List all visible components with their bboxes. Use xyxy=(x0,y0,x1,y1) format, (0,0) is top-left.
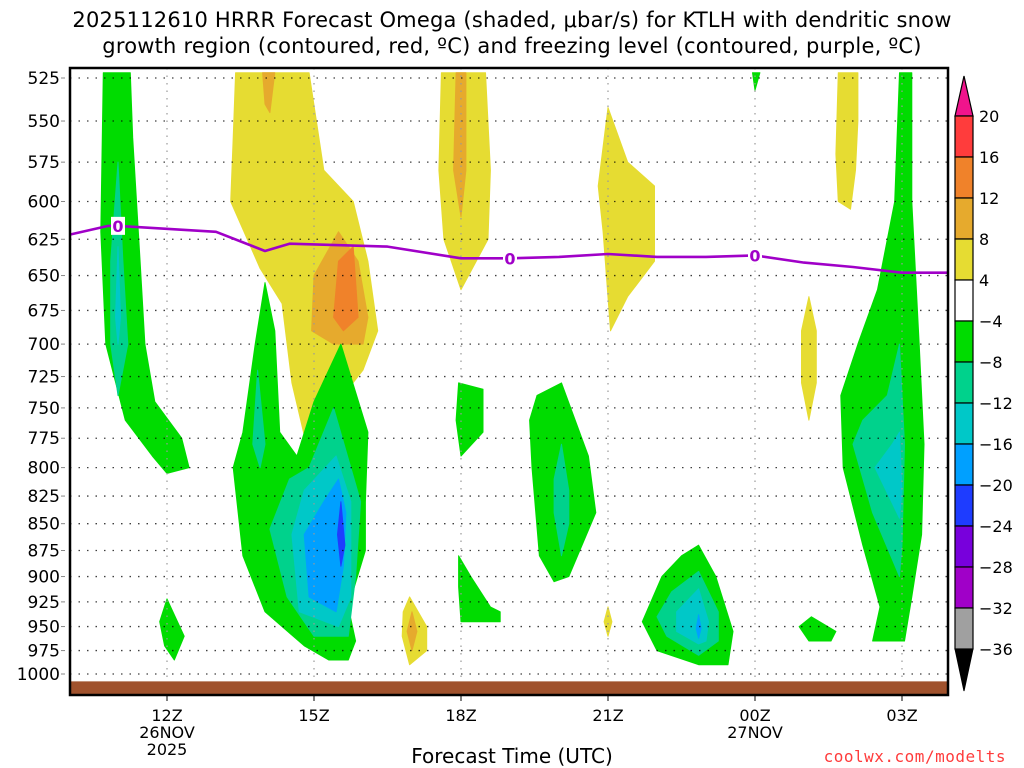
x-tick-label: 26NOV xyxy=(139,723,195,742)
y-tick-label: 575 xyxy=(28,153,60,173)
colorbar-segment xyxy=(954,156,974,199)
colorbar: 20 16 12 8 4 −4 −8 −12 −16 −20 −24 −28 −32 −36 xyxy=(954,75,1013,692)
y-tick-label: 1000 xyxy=(17,665,60,685)
colorbar-segment xyxy=(954,402,974,445)
colorbar-tick-label: 8 xyxy=(979,230,989,249)
x-tick-label: 18Z xyxy=(445,706,476,725)
colorbar-tick-label: −16 xyxy=(979,435,1013,454)
colorbar-tick-label: −8 xyxy=(979,353,1003,372)
freezing-level-label: 0 xyxy=(504,249,515,268)
y-tick-label: 625 xyxy=(28,230,60,250)
y-tick-label: 725 xyxy=(28,368,60,388)
colorbar-segment xyxy=(954,197,974,240)
y-tick-label: 775 xyxy=(28,429,60,449)
omega-region-rising-teal-15z xyxy=(252,369,266,469)
contour-label-background xyxy=(503,249,517,268)
y-tick-label: 650 xyxy=(28,267,60,287)
chart-title: 2025112610 HRRR Forecast Omega (shaded, … xyxy=(0,7,1024,59)
omega-region-rising-green-18z-mid xyxy=(455,382,484,457)
x-tick-label: 21Z xyxy=(592,706,623,725)
x-tick-label: 27NOV xyxy=(727,723,783,742)
omega-region-sinking-yellow-01z-mid xyxy=(801,296,817,421)
y-tick-label: 675 xyxy=(28,301,60,321)
x-tick-label: 2025 xyxy=(147,740,188,759)
colorbar-segment xyxy=(954,484,974,527)
y-axis: 525 550 575 600 625 650 675 700 725 750 775 800 825 8… xyxy=(17,69,65,685)
omega-region-sinking-orange-18z xyxy=(453,72,467,218)
contour-label-background xyxy=(111,216,125,235)
colorbar-segment xyxy=(954,607,974,650)
y-tick-label: 700 xyxy=(28,335,60,355)
freezing-level-label: 0 xyxy=(749,246,760,265)
contour-label-background xyxy=(748,246,762,265)
ground-bar xyxy=(70,681,948,695)
x-tick-label: 12Z xyxy=(151,706,182,725)
x-axis-title: Forecast Time (UTC) xyxy=(411,744,613,768)
y-tick-label: 875 xyxy=(28,541,60,561)
colorbar-segment xyxy=(954,525,974,568)
colorbar-segment xyxy=(954,361,974,404)
credit-link[interactable]: coolwx.com/modelts xyxy=(823,747,1006,766)
x-tick-label: 15Z xyxy=(298,706,329,725)
y-tick-label: 825 xyxy=(28,487,60,507)
y-tick-label: 900 xyxy=(28,568,60,588)
chart-title-line-1: 2025112610 HRRR Forecast Omega (shaded, … xyxy=(72,8,952,32)
omega-region-rising-teal-03z xyxy=(852,343,905,577)
colorbar-bottom-extend-triangle xyxy=(954,648,974,692)
colorbar-tick-label: 12 xyxy=(979,189,999,208)
colorbar-segment xyxy=(954,320,974,363)
freezing-level-contour: 0 0 0 xyxy=(70,216,948,274)
y-tick-label: 800 xyxy=(28,459,60,479)
ground-surface xyxy=(70,681,948,695)
plot-frame xyxy=(68,66,950,697)
omega-region-sinking-yellow-21z xyxy=(597,107,655,332)
colorbar-segment xyxy=(954,115,974,158)
omega-region-rising-lightblue-23z xyxy=(695,614,702,639)
y-tick-label: 750 xyxy=(28,399,60,419)
omega-region-rising-green-early xyxy=(100,72,190,474)
colorbar-tick-label: −28 xyxy=(979,558,1013,577)
colorbar-tick-label: 20 xyxy=(979,107,999,126)
y-tick-label: 850 xyxy=(28,515,60,535)
omega-region-sinking-yellow-01z-top xyxy=(835,72,859,210)
omega-region-sinking-yellow-21z-low xyxy=(603,606,613,637)
omega-region-sinking-orange-17z xyxy=(406,611,418,652)
colorbar-tick-label: −24 xyxy=(979,517,1013,536)
omega-region-sinking-darkorange-16z xyxy=(333,246,359,332)
colorbar-tick-label: 16 xyxy=(979,148,999,167)
y-tick-label: 525 xyxy=(28,69,60,89)
colorbar-tick-label: −32 xyxy=(979,599,1013,618)
freezing-level-line xyxy=(70,224,948,274)
y-tick-label: 600 xyxy=(28,193,60,213)
omega-region-rising-green-00z-top xyxy=(752,72,761,91)
omega-region-rising-green-18z-low xyxy=(458,555,501,623)
colorbar-tick-label: −36 xyxy=(979,640,1013,659)
colorbar-tick-label: −4 xyxy=(979,312,1003,331)
colorbar-tick-label: −20 xyxy=(979,476,1013,495)
freezing-level-label: 0 xyxy=(112,217,123,236)
omega-region-rising-cyan-early xyxy=(115,246,121,345)
y-tick-label: 925 xyxy=(28,593,60,613)
chart-title-line-2: growth region (contoured, red, ºC) and f… xyxy=(102,34,922,58)
omega-region-sinking-orange-14z-top xyxy=(262,72,276,114)
omega-region-rising-teal-20z xyxy=(553,443,570,557)
omega-region-rising-green-01z-low xyxy=(798,616,837,642)
omega-region-rising-lightblue-16z xyxy=(303,478,347,613)
colorbar-tick-label: −12 xyxy=(979,394,1013,413)
y-tick-label: 975 xyxy=(28,642,60,662)
omega-region-rising-green-12z-low xyxy=(159,598,185,661)
y-tick-label: 550 xyxy=(28,112,60,132)
colorbar-segment xyxy=(954,443,974,486)
x-tick-label: 00Z xyxy=(739,706,770,725)
colorbar-segment xyxy=(954,279,974,322)
colorbar-segment xyxy=(954,238,974,281)
x-tick-label: 03Z xyxy=(886,706,917,725)
y-tick-label: 950 xyxy=(28,618,60,638)
colorbar-segment xyxy=(954,566,974,609)
colorbar-tick-label: 4 xyxy=(979,271,989,290)
colorbar-top-extend-triangle xyxy=(954,75,974,117)
grid-lines xyxy=(70,68,948,695)
